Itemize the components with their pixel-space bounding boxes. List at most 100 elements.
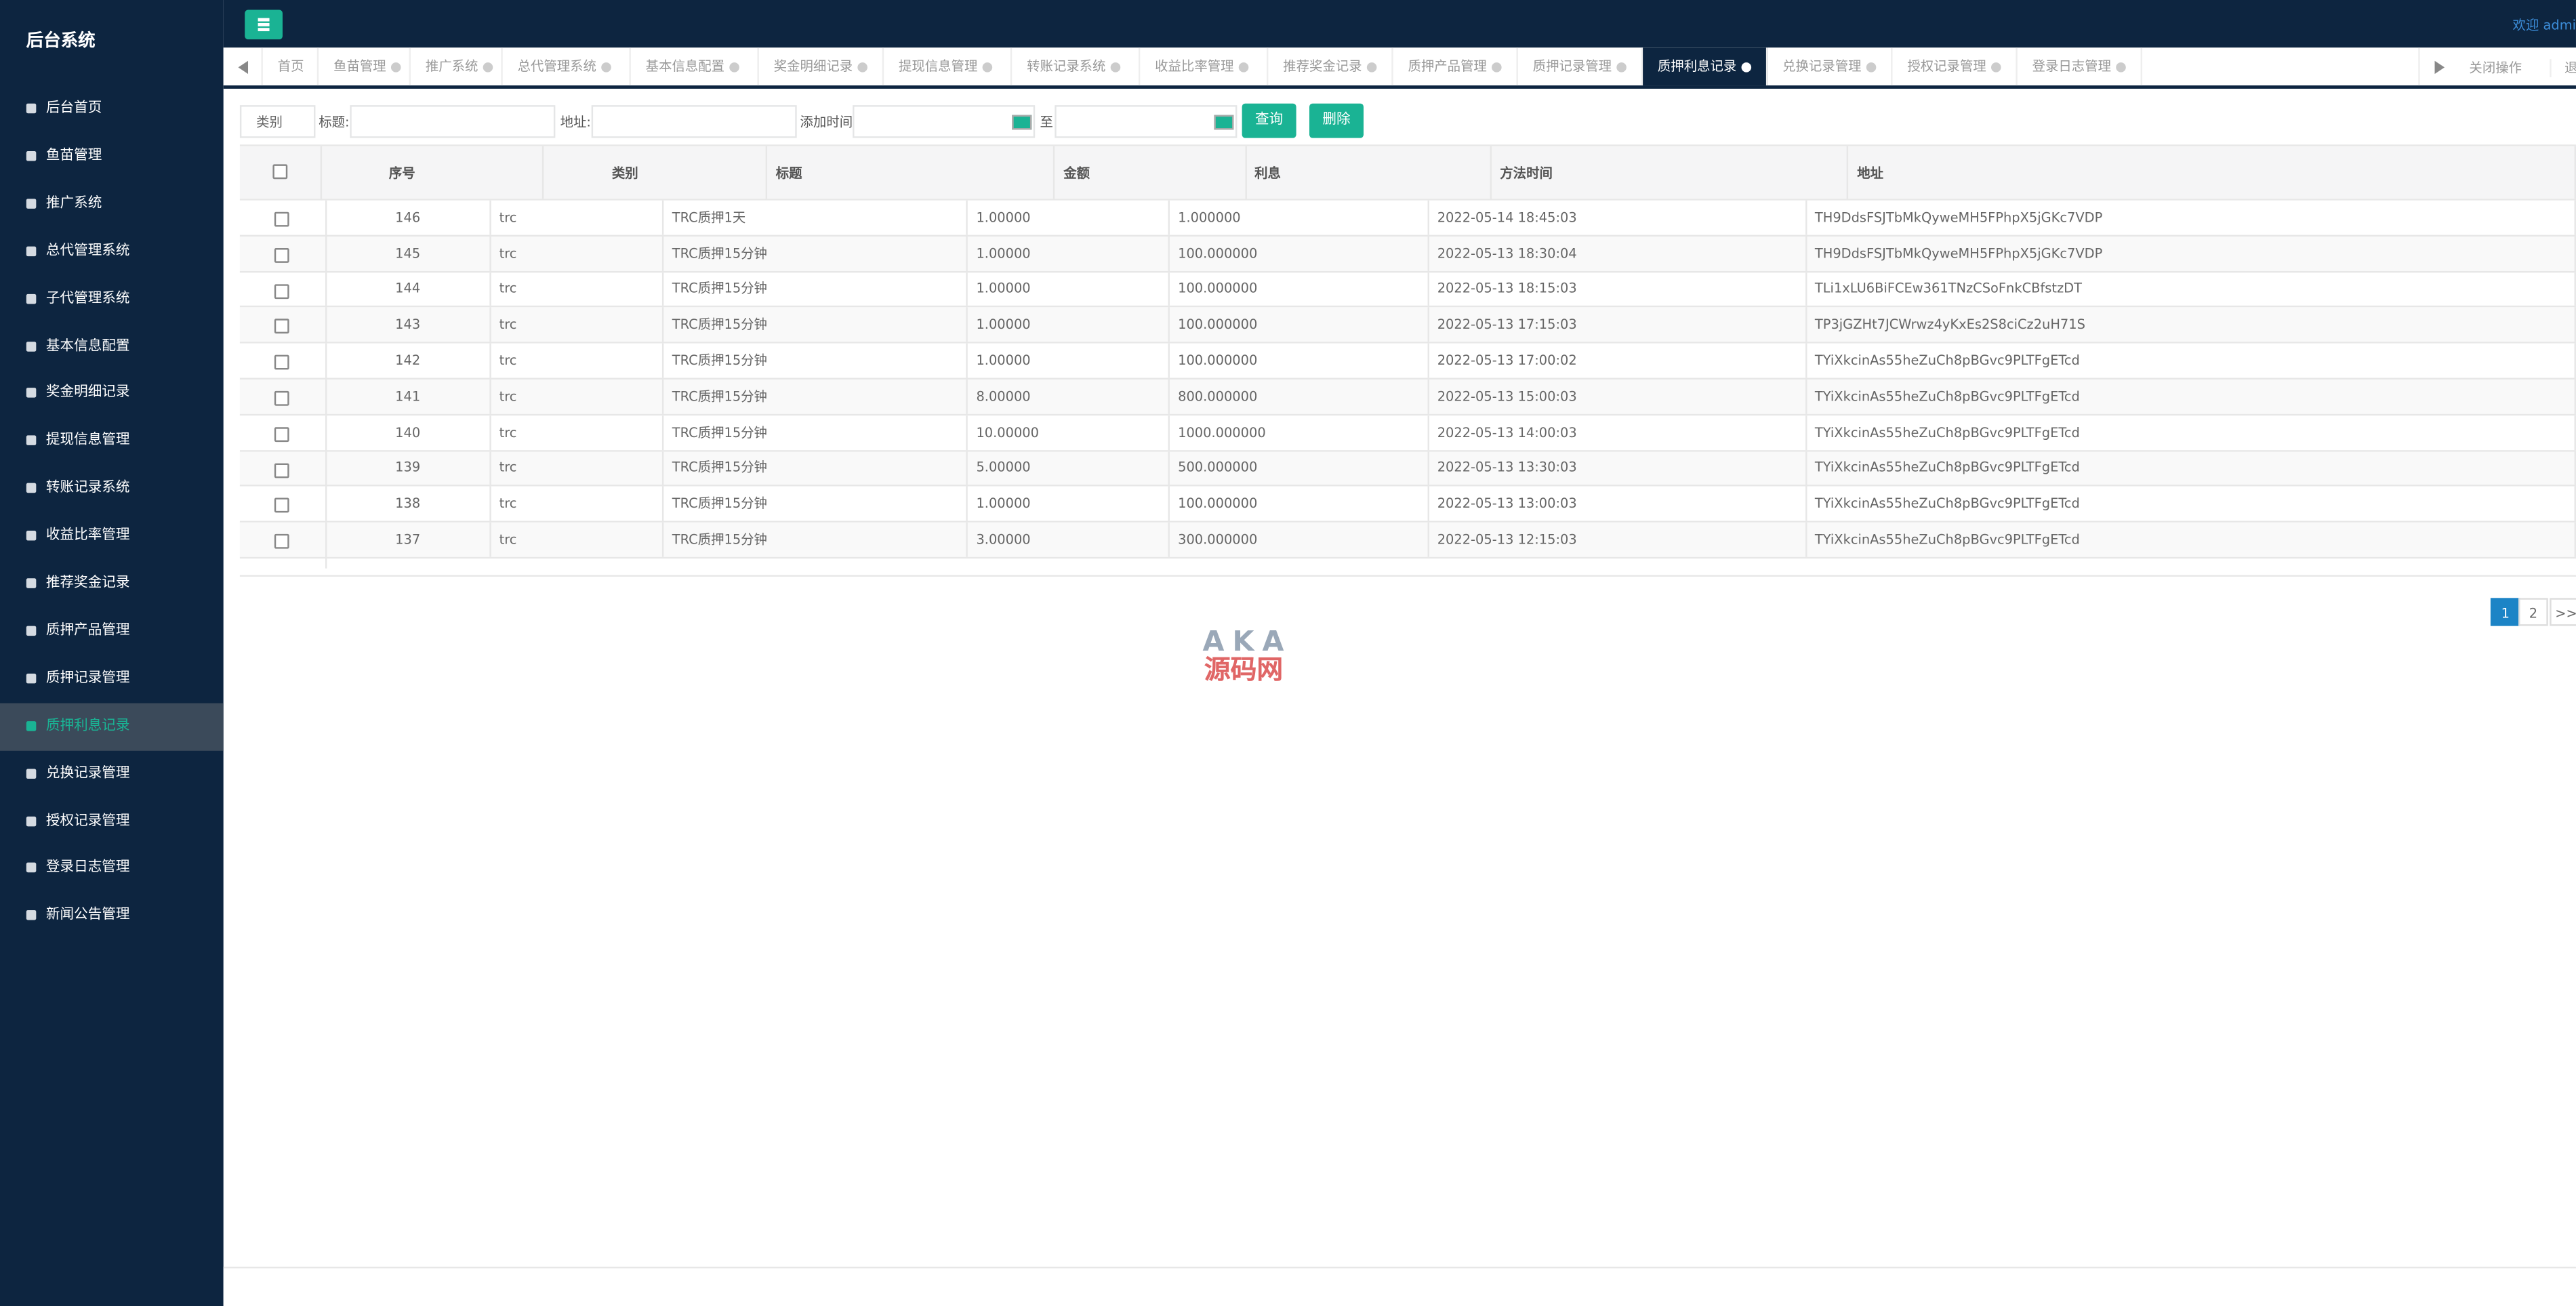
tab-close[interactable]	[1866, 62, 1877, 73]
menu-item[interactable]: 后台首页	[0, 85, 224, 133]
checkbox[interactable]	[274, 426, 290, 442]
tab[interactable]: 授权记录管理	[1893, 47, 2018, 86]
checkbox[interactable]	[274, 534, 290, 550]
tab-close[interactable]	[1492, 62, 1502, 73]
tab-label: 首页	[277, 59, 304, 75]
tab[interactable]: 质押产品管理	[1393, 47, 1518, 86]
page-button[interactable]: 2	[2518, 598, 2548, 626]
tab[interactable]: 收益比率管理	[1140, 47, 1269, 86]
tab[interactable]: 登录日志管理	[2018, 47, 2143, 86]
menu-icon	[26, 388, 37, 399]
menu-label: 质押记录管理	[45, 670, 130, 687]
table-cell: trc	[491, 451, 664, 486]
tab-scroll-left[interactable]	[224, 47, 263, 86]
start-date[interactable]	[853, 105, 1036, 138]
address-input[interactable]	[591, 105, 797, 138]
tab-close[interactable]	[483, 62, 493, 73]
checkbox[interactable]	[274, 283, 290, 299]
menu-item[interactable]: 质押产品管理	[0, 608, 224, 655]
checkbox-cell	[240, 200, 327, 247]
menu-item[interactable]: 推荐奖金记录	[0, 560, 224, 608]
tab[interactable]: 鱼苗管理	[319, 47, 411, 86]
tab-close[interactable]	[2116, 62, 2126, 73]
checkbox[interactable]	[274, 462, 290, 478]
tab-close[interactable]	[601, 62, 611, 73]
table-cell: TRC质押15分钟	[664, 523, 968, 557]
tab-close[interactable]	[857, 62, 867, 73]
tab-close[interactable]	[729, 62, 739, 73]
menu-item[interactable]: 质押记录管理	[0, 655, 224, 703]
table-cell: trc	[491, 308, 664, 342]
tab-close[interactable]	[1616, 62, 1627, 73]
arrow-icon	[238, 60, 249, 75]
menu-item[interactable]: 新闻公告管理	[0, 893, 224, 940]
tab[interactable]: 质押记录管理	[1518, 47, 1643, 86]
tab-close[interactable]	[1991, 62, 2001, 73]
menu-item[interactable]: 登录日志管理	[0, 845, 224, 893]
checkbox-cell	[240, 415, 327, 462]
page-next[interactable]: >>	[2550, 598, 2576, 626]
tab[interactable]: 质押利息记录	[1643, 47, 1768, 86]
checkbox[interactable]	[274, 211, 290, 227]
menu-item[interactable]: 授权记录管理	[0, 798, 224, 845]
page-button[interactable]: 1	[2490, 598, 2520, 626]
tab[interactable]: 基本信息配置	[631, 47, 759, 86]
title-input[interactable]	[350, 105, 556, 138]
close-menu[interactable]: 关闭操作	[2469, 60, 2522, 76]
menu-item[interactable]: 鱼苗管理	[0, 133, 224, 180]
tab-close[interactable]	[1366, 62, 1377, 73]
checkbox[interactable]	[274, 355, 290, 370]
menu-item[interactable]: 子代管理系统	[0, 275, 224, 323]
tab-close[interactable]	[390, 62, 401, 73]
menu-item[interactable]: 提现信息管理	[0, 417, 224, 465]
tab[interactable]: 提现信息管理	[884, 47, 1013, 86]
menu-item[interactable]: 推广系统	[0, 180, 224, 228]
column-header: 利息	[1246, 146, 1492, 199]
tab[interactable]: 推广系统	[411, 47, 503, 86]
menu-item[interactable]: 总代管理系统	[0, 228, 224, 275]
tab-close[interactable]	[1238, 62, 1249, 73]
checkbox-cell	[240, 451, 327, 497]
checkbox[interactable]	[274, 498, 290, 514]
tab-close[interactable]	[982, 62, 993, 73]
menu-label: 质押产品管理	[45, 622, 130, 639]
table-cell: trc	[491, 236, 664, 270]
tab[interactable]: 转账记录系统	[1012, 47, 1141, 86]
checkbox[interactable]	[274, 390, 290, 406]
menu-toggle[interactable]	[245, 9, 283, 40]
table-cell: trc	[491, 523, 664, 557]
tab[interactable]: 兑换记录管理	[1767, 47, 1893, 86]
menu-item[interactable]: 收益比率管理	[0, 513, 224, 560]
tab[interactable]: 首页	[263, 47, 319, 86]
tab-close[interactable]	[1741, 62, 1752, 73]
query-button[interactable]: 查询	[1242, 103, 1296, 138]
menu-item[interactable]: 兑换记录管理	[0, 750, 224, 798]
menu-icon	[26, 341, 37, 351]
menu-item[interactable]: 转账记录系统	[0, 465, 224, 512]
tab-close[interactable]	[1110, 62, 1121, 73]
delete-button[interactable]: 删除	[1309, 103, 1364, 138]
table-cell: trc	[491, 415, 664, 450]
logout[interactable]: 退	[2550, 59, 2576, 77]
table-row: 140 trc TRC质押15分钟 10.00000 1000.000000 2022-0…	[239, 415, 2576, 462]
checkbox[interactable]	[274, 247, 290, 263]
tab[interactable]: 奖金明细记录	[759, 47, 884, 86]
toggle-line	[258, 18, 270, 21]
checkbox[interactable]	[272, 164, 287, 180]
menu-item[interactable]: 质押利息记录	[0, 702, 224, 751]
checkbox-cell	[240, 487, 327, 533]
type-select[interactable]: 类别	[239, 105, 316, 138]
table-cell: 143	[326, 308, 491, 342]
column-header: 金额	[1055, 146, 1247, 199]
tab-scroll-right[interactable]	[2418, 47, 2457, 86]
tab[interactable]: 推荐奖金记录	[1268, 47, 1393, 86]
menu-label: 转账记录系统	[45, 480, 130, 497]
menu-item[interactable]: 奖金明细记录	[0, 370, 224, 417]
menu-item[interactable]: 基本信息配置	[0, 323, 224, 370]
table-cell: 1.00000	[968, 344, 1170, 378]
end-date[interactable]	[1055, 105, 1238, 138]
tab[interactable]: 总代管理系统	[503, 47, 631, 86]
checkbox[interactable]	[274, 319, 290, 335]
tab-label: 质押利息记录	[1657, 59, 1737, 75]
